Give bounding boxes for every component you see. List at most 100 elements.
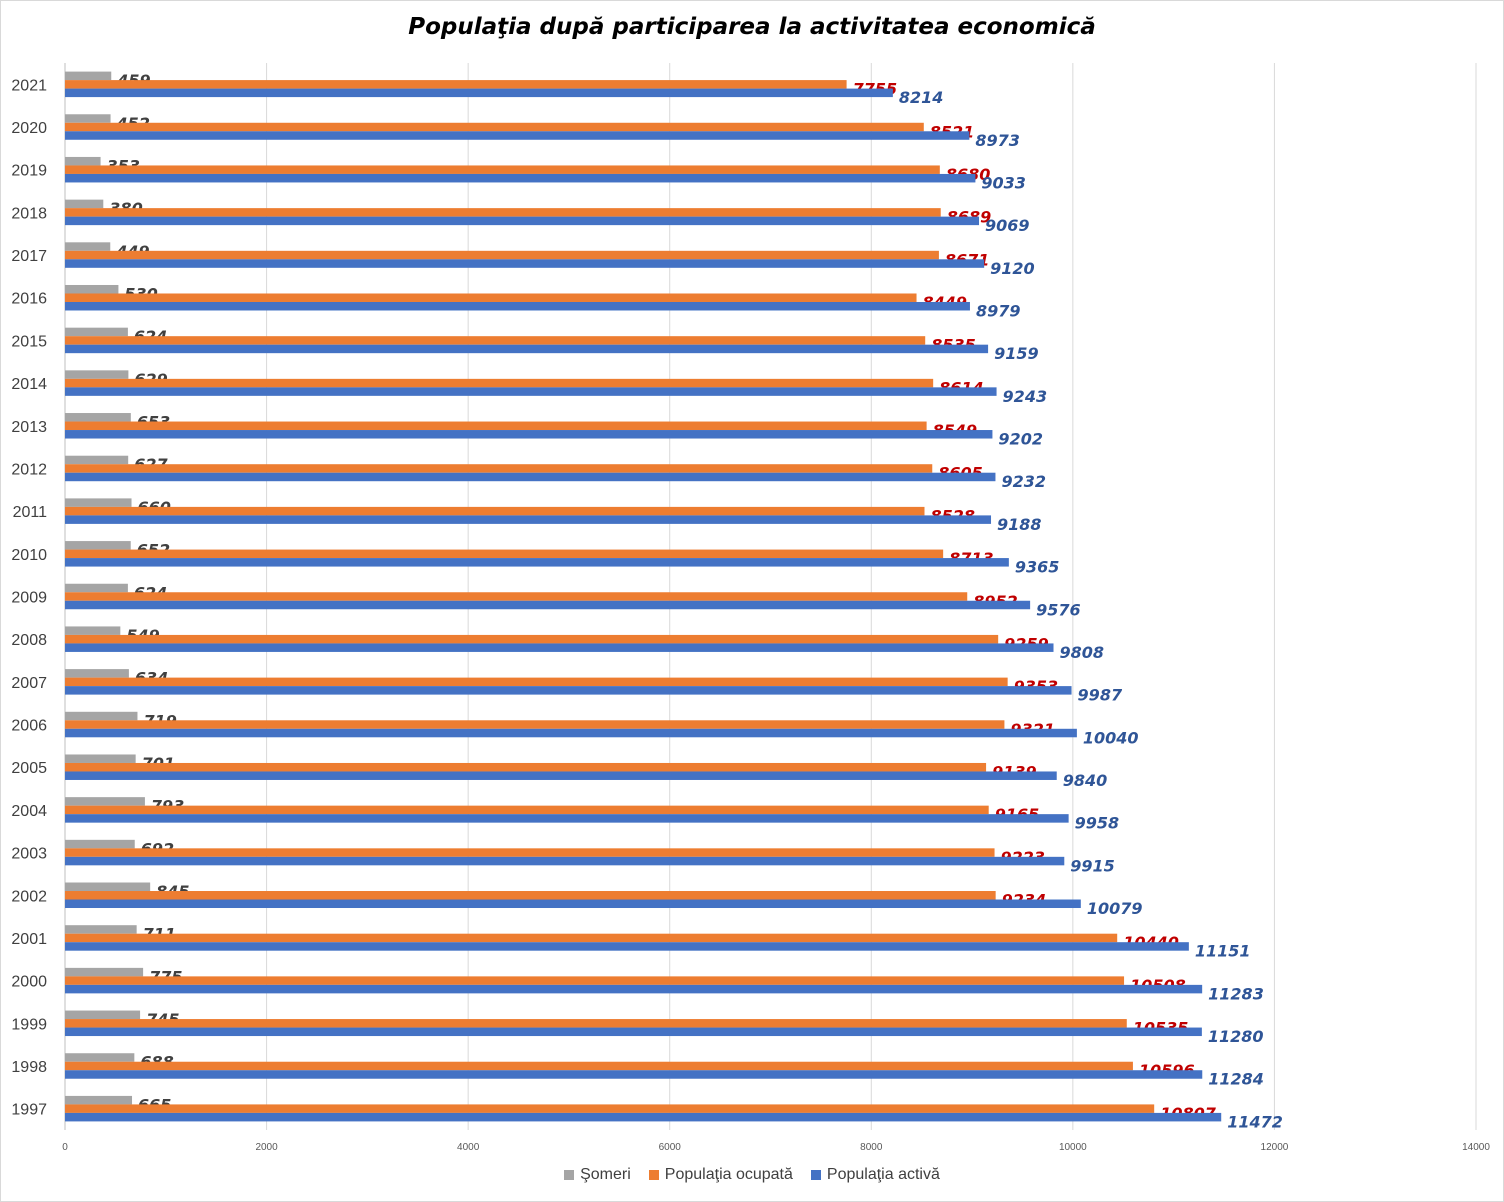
bar-ocupata — [65, 250, 939, 260]
category-label: 2011 — [13, 504, 48, 521]
category-label: 2000 — [11, 974, 47, 991]
x-tick-label: 10000 — [1059, 1142, 1087, 1153]
bar-someri — [65, 156, 101, 166]
data-label: 11280 — [1208, 1027, 1264, 1046]
bar-ocupata — [65, 976, 1125, 985]
bar-someri — [65, 1010, 141, 1020]
legend-item-ocupata: Populaţia ocupată — [648, 1166, 793, 1184]
bar-ocupata — [65, 208, 941, 217]
bar-activa — [65, 856, 1065, 866]
bar-ocupata — [65, 762, 987, 772]
legend-label-activa: Populaţia activă — [826, 1166, 940, 1183]
bar-someri — [65, 925, 137, 934]
x-tick-label: 0 — [62, 1142, 68, 1153]
data-label: 9365 — [1015, 558, 1060, 577]
x-tick-label: 14000 — [1462, 1142, 1490, 1153]
data-label: 9159 — [994, 344, 1039, 363]
bar-activa — [65, 771, 1057, 780]
bar-someri — [65, 541, 131, 550]
category-label: 2014 — [11, 376, 47, 393]
data-label: 8979 — [976, 301, 1021, 320]
bar-someri — [65, 882, 151, 892]
category-label: 2008 — [11, 632, 47, 649]
category-label: 2015 — [11, 333, 47, 350]
category-label: 2018 — [11, 205, 47, 222]
bar-ocupata — [65, 933, 1118, 943]
bar-someri — [65, 754, 136, 763]
data-label: 8214 — [899, 88, 944, 107]
data-label: 8973 — [975, 131, 1020, 150]
bar-activa — [65, 131, 970, 140]
bar-activa — [65, 1027, 1202, 1037]
x-tick-label: 4000 — [457, 1142, 480, 1153]
data-label: 9202 — [998, 430, 1043, 449]
category-label: 2009 — [11, 590, 47, 607]
chart-title: Populaţia după participarea la activitat… — [408, 14, 1096, 40]
bar-someri — [65, 797, 145, 806]
bar-activa — [65, 600, 1031, 610]
x-tick-label: 8000 — [860, 1142, 883, 1153]
bar-ocupata — [65, 677, 1008, 687]
data-label: 9915 — [1070, 856, 1115, 875]
category-label: 1999 — [11, 1016, 47, 1033]
data-label: 10040 — [1083, 728, 1139, 747]
data-label: 9188 — [997, 515, 1042, 534]
data-label: 11284 — [1208, 1070, 1264, 1089]
category-label: 2001 — [11, 931, 47, 948]
bar-someri — [65, 711, 138, 721]
legend-swatch-someri — [564, 1170, 575, 1180]
bar-activa — [65, 216, 980, 226]
bar-activa — [65, 472, 996, 482]
bar-activa — [65, 984, 1203, 994]
legend-label-ocupata: Populaţia ocupată — [664, 1166, 793, 1183]
bar-someri — [65, 71, 112, 81]
bar-someri — [65, 1053, 135, 1062]
bar-activa — [65, 88, 893, 98]
legend-swatch-activa — [810, 1170, 821, 1180]
bar-someri — [65, 669, 129, 678]
bar-ocupata — [65, 891, 996, 900]
x-tick-label: 2000 — [255, 1142, 278, 1153]
bar-ocupata — [65, 421, 927, 431]
category-label: 2003 — [11, 846, 47, 863]
data-label: 11283 — [1208, 984, 1264, 1003]
bar-ocupata — [65, 634, 999, 644]
bar-ocupata — [65, 720, 1005, 729]
data-label: 9808 — [1060, 643, 1105, 662]
bar-activa — [65, 1112, 1222, 1122]
bar-ocupata — [65, 1019, 1127, 1028]
category-label: 1998 — [11, 1059, 47, 1076]
bar-ocupata — [65, 336, 926, 345]
data-label: 9840 — [1063, 771, 1108, 790]
bar-activa — [65, 1070, 1203, 1079]
x-tick-label: 12000 — [1261, 1142, 1289, 1153]
category-label: 2010 — [11, 547, 47, 564]
bar-ocupata — [65, 805, 989, 815]
bar-activa — [65, 301, 970, 311]
bar-activa — [65, 259, 985, 268]
bar-someri — [65, 839, 135, 849]
bar-activa — [65, 728, 1077, 738]
data-label: 11151 — [1195, 942, 1251, 961]
bar-someri — [65, 199, 104, 209]
bar-ocupata — [65, 848, 995, 857]
data-label: 9033 — [981, 173, 1026, 192]
bar-ocupata — [65, 378, 934, 388]
data-label: 11472 — [1227, 1112, 1283, 1131]
category-label: 2012 — [11, 461, 47, 478]
bar-activa — [65, 344, 989, 354]
bar-activa — [65, 430, 993, 439]
legend-item-someri: Şomeri — [564, 1166, 631, 1184]
data-label: 9958 — [1075, 814, 1120, 833]
category-label: 2004 — [11, 803, 47, 820]
category-label: 2006 — [11, 718, 47, 735]
bar-activa — [65, 686, 1072, 695]
bar-someri — [65, 327, 128, 337]
bar-ocupata — [65, 1104, 1155, 1113]
bar-someri — [65, 967, 144, 977]
legend-label-someri: Şomeri — [580, 1166, 631, 1183]
bar-someri — [65, 242, 111, 251]
bar-ocupata — [65, 1061, 1133, 1071]
bar-ocupata — [65, 122, 924, 132]
bar-someri — [65, 626, 121, 635]
